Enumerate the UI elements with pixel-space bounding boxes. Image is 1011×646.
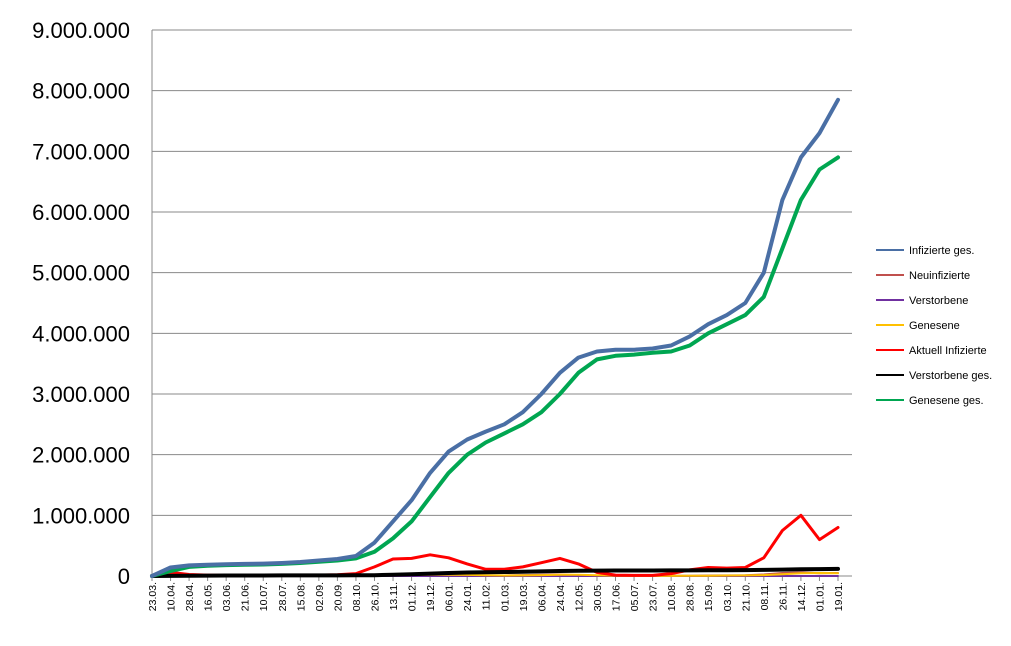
x-tick-label: 26.11. xyxy=(777,582,789,610)
x-tick-label: 28.07. xyxy=(277,582,289,611)
x-tick-label: 01.01. xyxy=(814,582,826,611)
x-tick-label: 01.12. xyxy=(407,582,419,611)
series-line-aktuell-infizierte xyxy=(150,513,840,578)
x-tick-label: 15.08. xyxy=(295,582,307,611)
x-tick-label: 01.03. xyxy=(499,582,511,611)
x-tick-label: 19.01. xyxy=(833,582,845,611)
x-axis-tick-labels: 23.03. 10.04. 28.04. 16.05. 03.06. 21.06. 10.0… xyxy=(147,582,845,611)
series-lines xyxy=(150,97,840,578)
x-tick-label: 28.08. xyxy=(685,582,697,611)
x-tick-label: 19.03. xyxy=(518,582,530,611)
legend-label: Genesene xyxy=(909,320,960,332)
x-tick-label: 14.12. xyxy=(796,582,808,611)
legend-item-aktuell-infizierte: Aktuell Infizierte xyxy=(876,345,987,357)
legend-label: Verstorbene ges. xyxy=(909,370,992,382)
x-tick-label: 21.06. xyxy=(240,582,252,611)
y-tick-label: 3.000.000 xyxy=(32,382,130,407)
legend-label: Aktuell Infizierte xyxy=(909,345,987,357)
axes xyxy=(151,30,852,581)
legend-item-infizierte-ges: Infizierte ges. xyxy=(876,245,974,257)
legend: Infizierte ges. Neuinfizierte Verstorbene G… xyxy=(876,245,992,407)
x-tick-label: 28.04. xyxy=(184,582,196,611)
legend-label: Neuinfizierte xyxy=(909,270,970,282)
x-tick-label: 24.01. xyxy=(462,582,474,611)
y-tick-label: 5.000.000 xyxy=(32,261,130,286)
x-tick-label: 10.07. xyxy=(258,582,270,611)
legend-item-neuinfizierte: Neuinfizierte xyxy=(876,270,970,282)
x-tick-label: 13.11. xyxy=(388,582,400,610)
x-tick-label: 06.01. xyxy=(444,582,456,611)
x-tick-label: 21.10. xyxy=(740,582,752,611)
x-tick-label: 03.10. xyxy=(722,582,734,611)
y-tick-label: 4.000.000 xyxy=(32,321,130,346)
y-tick-label: 1.000.000 xyxy=(32,503,130,528)
x-tick-label: 23.03. xyxy=(147,582,159,611)
x-tick-label: 10.08. xyxy=(666,582,678,611)
legend-item-genesene-ges: Genesene ges. xyxy=(876,395,984,407)
gridlines xyxy=(152,29,852,516)
x-tick-label: 02.09. xyxy=(314,582,326,611)
y-tick-label: 6.000.000 xyxy=(32,200,130,225)
y-tick-label: 0 xyxy=(118,564,130,589)
x-tick-label: 19.12. xyxy=(425,582,437,611)
legend-label: Infizierte ges. xyxy=(909,245,974,257)
x-tick-label: 03.06. xyxy=(221,582,233,611)
x-tick-label: 11.02. xyxy=(481,582,493,610)
series-line-verstorbene-ges xyxy=(150,566,840,578)
x-tick-label: 05.07. xyxy=(629,582,641,611)
legend-item-verstorbene-ges: Verstorbene ges. xyxy=(876,370,992,382)
x-tick-label: 15.09. xyxy=(703,582,715,611)
x-tick-label: 20.09. xyxy=(332,582,344,611)
x-tick-label: 08.10. xyxy=(351,582,363,611)
x-tick-label: 30.05. xyxy=(592,582,604,611)
y-tick-label: 7.000.000 xyxy=(32,139,130,164)
x-tick-label: 08.11. xyxy=(759,582,771,610)
legend-item-verstorbene: Verstorbene xyxy=(876,295,968,307)
x-tick-label: 26.10. xyxy=(369,582,381,611)
x-tick-label: 06.04. xyxy=(536,582,548,611)
y-tick-label: 9.000.000 xyxy=(32,18,130,43)
series-line-genesene-ges xyxy=(150,155,840,578)
series-line-infizierte-ges xyxy=(150,97,840,578)
x-tick-label: 23.07. xyxy=(648,582,660,611)
legend-label: Verstorbene xyxy=(909,295,968,307)
x-tick-label: 12.05. xyxy=(573,582,585,611)
x-tick-label: 24.04. xyxy=(555,582,567,611)
x-tick-label: 16.05. xyxy=(203,582,215,611)
y-axis-tick-labels: 0 1.000.000 2.000.000 3.000.000 4.000.000 5.0… xyxy=(32,18,130,589)
x-tick-label: 17.06. xyxy=(611,582,623,611)
y-tick-label: 8.000.000 xyxy=(32,79,130,104)
y-tick-label: 2.000.000 xyxy=(32,443,130,468)
legend-label: Genesene ges. xyxy=(909,395,984,407)
x-tick-label: 10.04. xyxy=(166,582,178,611)
legend-item-genesene: Genesene xyxy=(876,320,960,332)
